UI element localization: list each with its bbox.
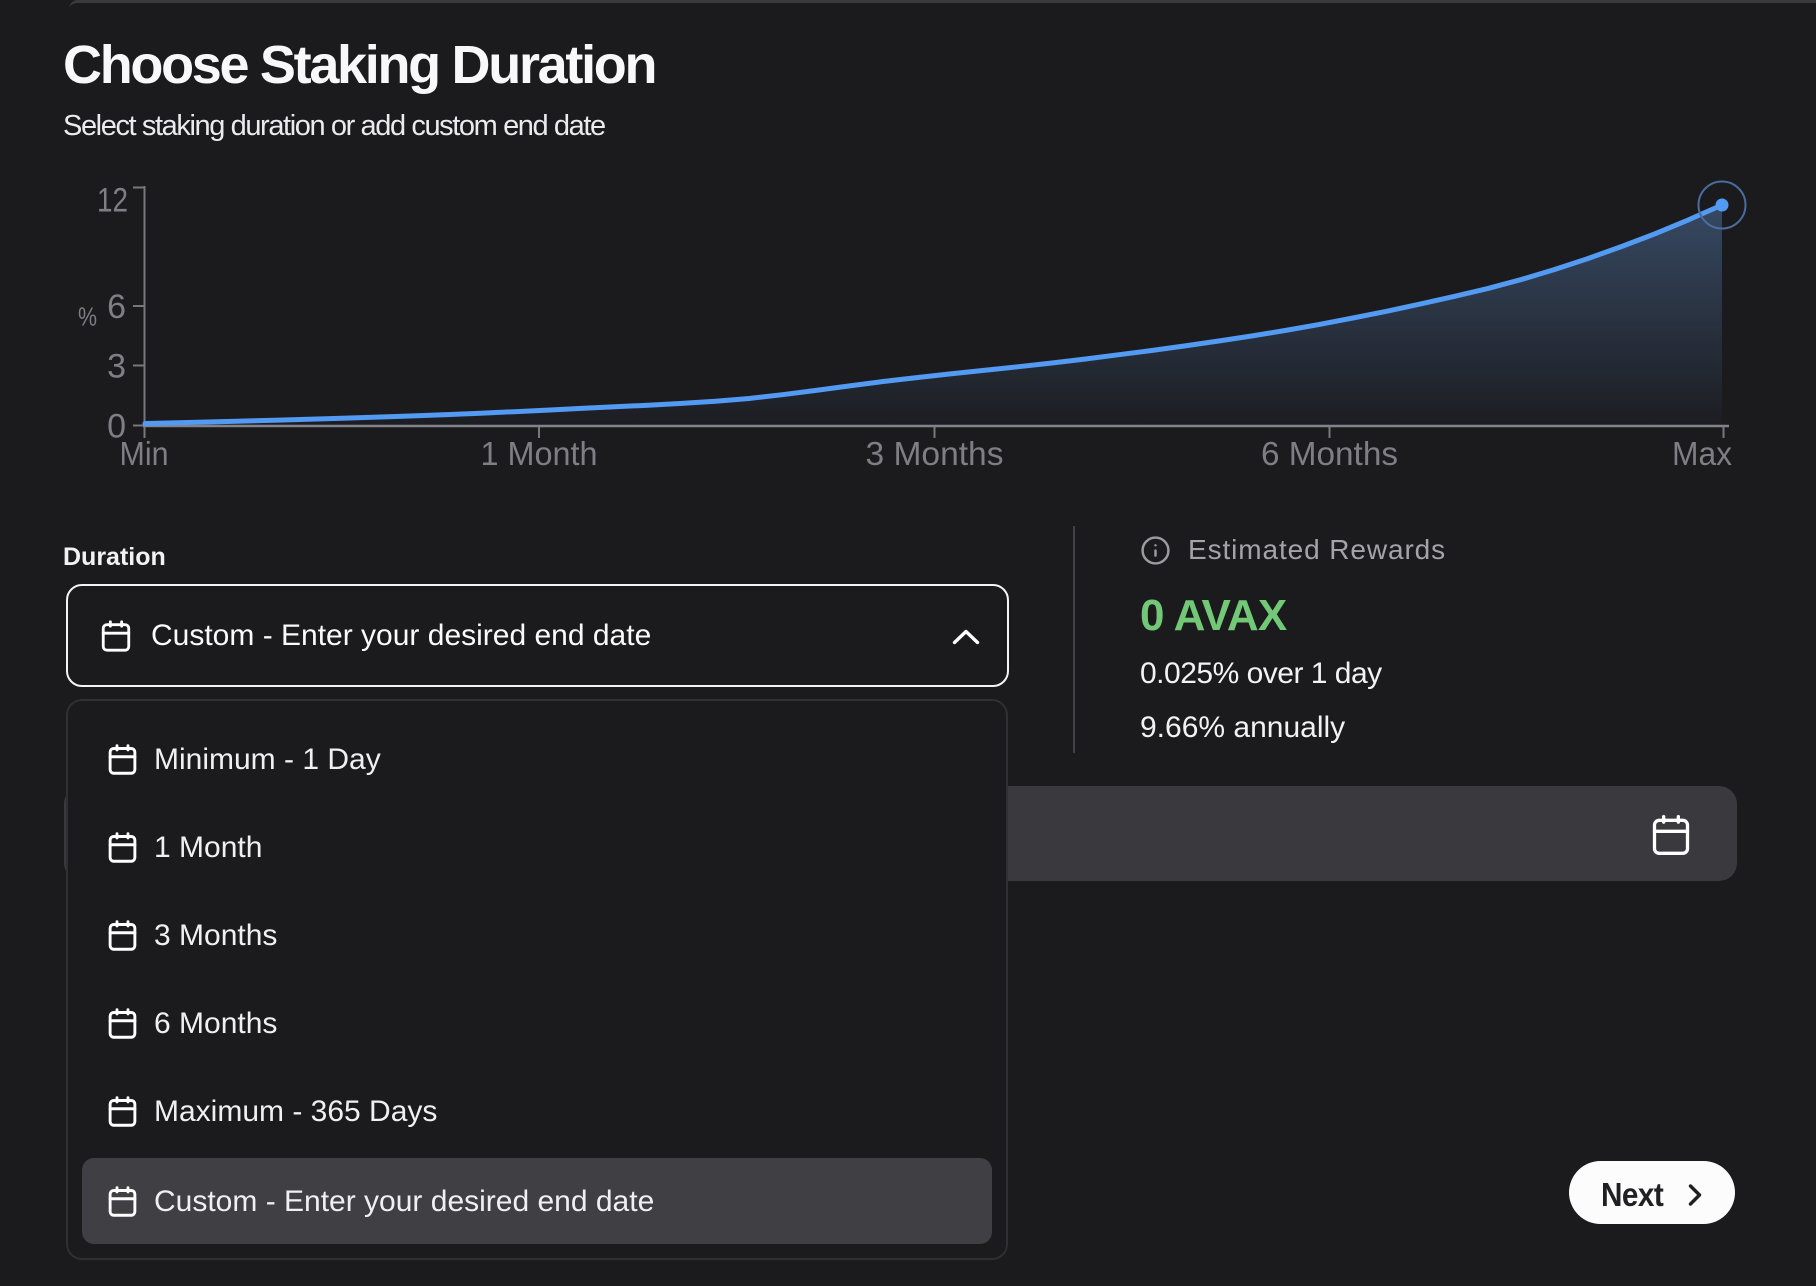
svg-text:Min: Min [120,435,169,472]
svg-text:3 Months: 3 Months [866,435,1004,472]
svg-text:3: 3 [107,348,126,386]
svg-text:12: 12 [97,182,128,220]
svg-text:6 Months: 6 Months [1261,435,1398,472]
svg-text:Max: Max [1672,435,1732,472]
svg-text:%: % [78,302,97,332]
svg-text:6: 6 [107,288,126,326]
svg-text:0: 0 [107,408,126,446]
svg-text:1 Month: 1 Month [481,435,598,472]
